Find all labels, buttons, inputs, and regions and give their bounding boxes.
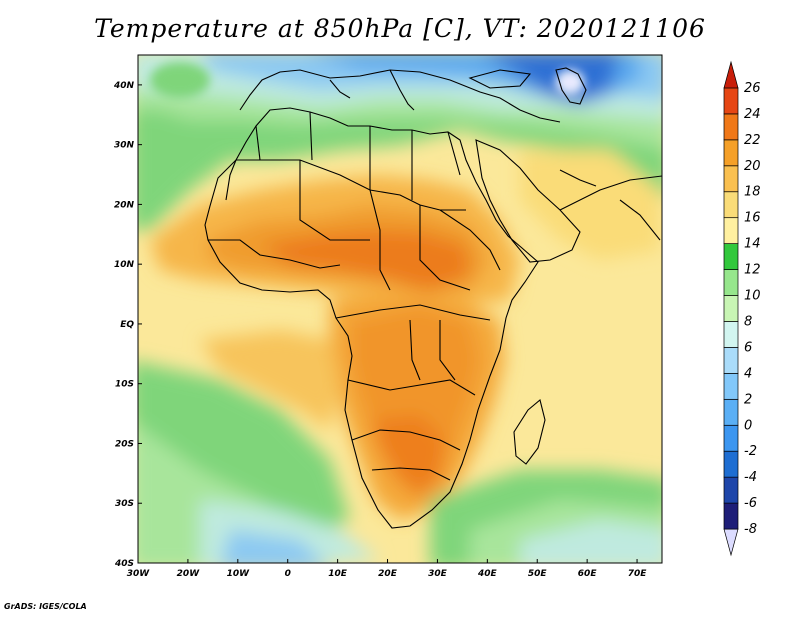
- colorbar-swatch: [723, 139, 739, 167]
- colorbar-label: 26: [744, 81, 761, 96]
- colorbar-label: 4: [744, 366, 752, 381]
- lon-tick-label: 60E: [578, 569, 598, 579]
- lat-tick-label: 30N: [114, 141, 135, 151]
- colorbar-swatch: [723, 321, 739, 348]
- grads-credit: GrADS: IGES/COLA: [4, 602, 87, 611]
- longitude-axis: 30W 20W 10W 0 10E 20E 30E 40E 50E 60E 70E: [127, 559, 647, 579]
- lon-tick-label: 30E: [428, 569, 448, 579]
- lon-tick-label: 40E: [477, 569, 498, 579]
- colorbar-swatch: [723, 269, 739, 296]
- colorbar-swatch: [723, 373, 739, 400]
- lat-tick-label: 40N: [113, 81, 135, 91]
- colorbar-label: 24: [744, 107, 761, 122]
- colorbar-label: -8: [744, 522, 757, 537]
- colorbar-label: 16: [744, 211, 761, 226]
- lat-tick-label: 10N: [114, 260, 135, 270]
- colorbar-label: -2: [744, 444, 757, 459]
- colorbar-label: 6: [744, 340, 752, 355]
- colorbar-swatch: [723, 476, 739, 504]
- colorbar-label: -6: [744, 496, 757, 511]
- colorbar-label: 10: [744, 289, 761, 304]
- lon-tick-label: 30W: [127, 569, 151, 579]
- lon-tick-label: 10E: [328, 569, 348, 579]
- lon-tick-label: 70E: [628, 569, 648, 579]
- colorbar-label: 2: [744, 392, 752, 407]
- plot-frame: [137, 54, 663, 564]
- colorbar-swatch: [723, 502, 739, 530]
- lon-tick-label: 20W: [177, 569, 201, 579]
- colorbar-swatch: [723, 295, 739, 322]
- lat-tick-label: 20N: [114, 200, 135, 210]
- colorbar-swatch: [723, 398, 739, 426]
- coastlines: [204, 67, 662, 529]
- colorbar-label: 18: [744, 185, 761, 200]
- lon-tick-label: 10W: [227, 569, 251, 579]
- temperature-field: [138, 55, 662, 563]
- colorbar-swatch: [723, 165, 739, 193]
- colorbar-label: 22: [744, 133, 761, 148]
- colorbar-swatch: [723, 191, 739, 219]
- colorbar-label: 20: [744, 159, 761, 174]
- colorbar-label: -4: [744, 470, 757, 485]
- lat-tick-label: 10S: [115, 380, 134, 390]
- colorbar-swatch: [723, 347, 739, 374]
- colorbar-label: 8: [744, 314, 752, 329]
- colorbar-end-low: [723, 528, 739, 557]
- lat-tick-label: 30S: [115, 499, 134, 509]
- colorbar-label: 12: [744, 263, 761, 278]
- colorbar-swatch: [723, 217, 739, 244]
- latitude-axis: 40N 30N 20N 10N EQ 10S 20S 30S 40S: [113, 81, 142, 569]
- colorbar-swatch: [723, 87, 739, 115]
- colorbar-swatch: [723, 113, 739, 141]
- map-title: Temperature at 850hPa [C], VT: 202012110…: [94, 14, 706, 43]
- lon-tick-label: 0: [285, 569, 291, 579]
- colorbar-swatch: [723, 450, 739, 478]
- lat-tick-label: EQ: [120, 320, 134, 330]
- colorbar-swatch: [723, 424, 739, 452]
- colorbar-label: 0: [744, 418, 752, 433]
- lon-tick-label: 20E: [378, 569, 398, 579]
- colorbar-swatch: [723, 243, 739, 270]
- lon-tick-label: 50E: [528, 569, 548, 579]
- colorbar-end-high: [723, 60, 739, 89]
- lat-tick-label: 40S: [114, 559, 134, 569]
- colorbar-label: 14: [744, 237, 761, 252]
- lat-tick-label: 20S: [115, 439, 134, 449]
